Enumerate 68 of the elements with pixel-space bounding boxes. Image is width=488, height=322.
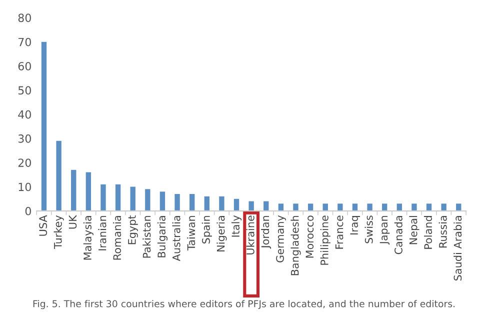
bar	[426, 204, 432, 211]
bar	[100, 184, 106, 211]
x-tick-label: Italy	[231, 215, 242, 237]
x-tick-label: Saudi Arabia	[454, 216, 462, 280]
y-tick-label: 20	[18, 158, 31, 167]
x-tick-label: Pakistan	[142, 216, 151, 258]
bar	[219, 196, 224, 211]
y-tick-label: 60	[18, 62, 31, 70]
x-tick-label: Jordan	[261, 216, 272, 249]
x-tick-label: Russia	[438, 216, 447, 248]
x-tick-label: Malaysia	[83, 216, 94, 260]
bar	[264, 201, 269, 211]
x-tick-label: Iraq	[350, 216, 360, 234]
x-tick-label: Germany	[276, 215, 286, 262]
x-tick-label: USA	[39, 215, 48, 236]
y-tick-label: 50	[18, 86, 31, 95]
x-tick-label: Philippine	[320, 216, 330, 265]
x-tick-label: Egypt	[128, 215, 138, 244]
x-tick-label: Canada	[394, 216, 402, 254]
bar	[322, 204, 328, 211]
x-tick-label: Swiss	[364, 216, 373, 244]
x-tick-label: Bangladesh	[290, 216, 301, 276]
x-tick-label: Romania	[113, 216, 122, 260]
bar	[145, 189, 150, 211]
y-tick-label: 40	[18, 110, 31, 119]
x-tick-label: Poland	[424, 216, 432, 249]
bar	[352, 204, 358, 211]
x-tick-label: Taiwan	[187, 216, 196, 251]
bar	[174, 194, 180, 211]
bar	[234, 198, 240, 211]
x-tick-label: UK	[68, 214, 77, 229]
bar	[56, 140, 62, 211]
bar	[204, 196, 210, 211]
bar	[412, 204, 417, 211]
caption: Fig. 5. The first 30 countries where editors of PFJs are located, and the number of editors.	[33, 300, 455, 310]
x-tick-label: France	[335, 216, 344, 249]
bar	[41, 42, 47, 211]
bar	[382, 204, 388, 211]
bar	[441, 204, 446, 211]
x-tick-label: Ukraine	[246, 216, 254, 254]
bar	[367, 204, 372, 211]
x-tick-label: Japan	[380, 216, 390, 245]
bar	[456, 204, 462, 211]
bar	[338, 204, 343, 211]
bar	[278, 204, 284, 211]
x-tick-label: Nigeria	[216, 216, 227, 252]
bar	[396, 204, 402, 211]
bar	[130, 186, 136, 211]
bar	[308, 204, 314, 211]
bar	[189, 194, 195, 211]
x-tick-label: Morocco	[306, 216, 314, 258]
x-tick-label: Iranian	[98, 216, 106, 250]
x-tick-label: Bulgaria	[157, 216, 168, 258]
bar	[71, 170, 76, 211]
bar	[86, 172, 92, 211]
bar	[248, 201, 254, 211]
x-tick-label: Nepal	[409, 216, 420, 244]
y-tick-label: 30	[18, 134, 31, 143]
bar	[293, 204, 298, 211]
x-tick-label: Turkey	[54, 215, 64, 250]
x-tick-label: Spain	[202, 216, 212, 244]
x-tick-label: Australia	[172, 216, 180, 262]
y-tick-label: 80	[18, 14, 31, 22]
bar	[160, 192, 166, 211]
bar	[115, 184, 121, 211]
y-tick-label: 0	[25, 206, 31, 216]
y-tick-label: 70	[18, 38, 31, 46]
y-tick-label: 10	[18, 182, 31, 192]
